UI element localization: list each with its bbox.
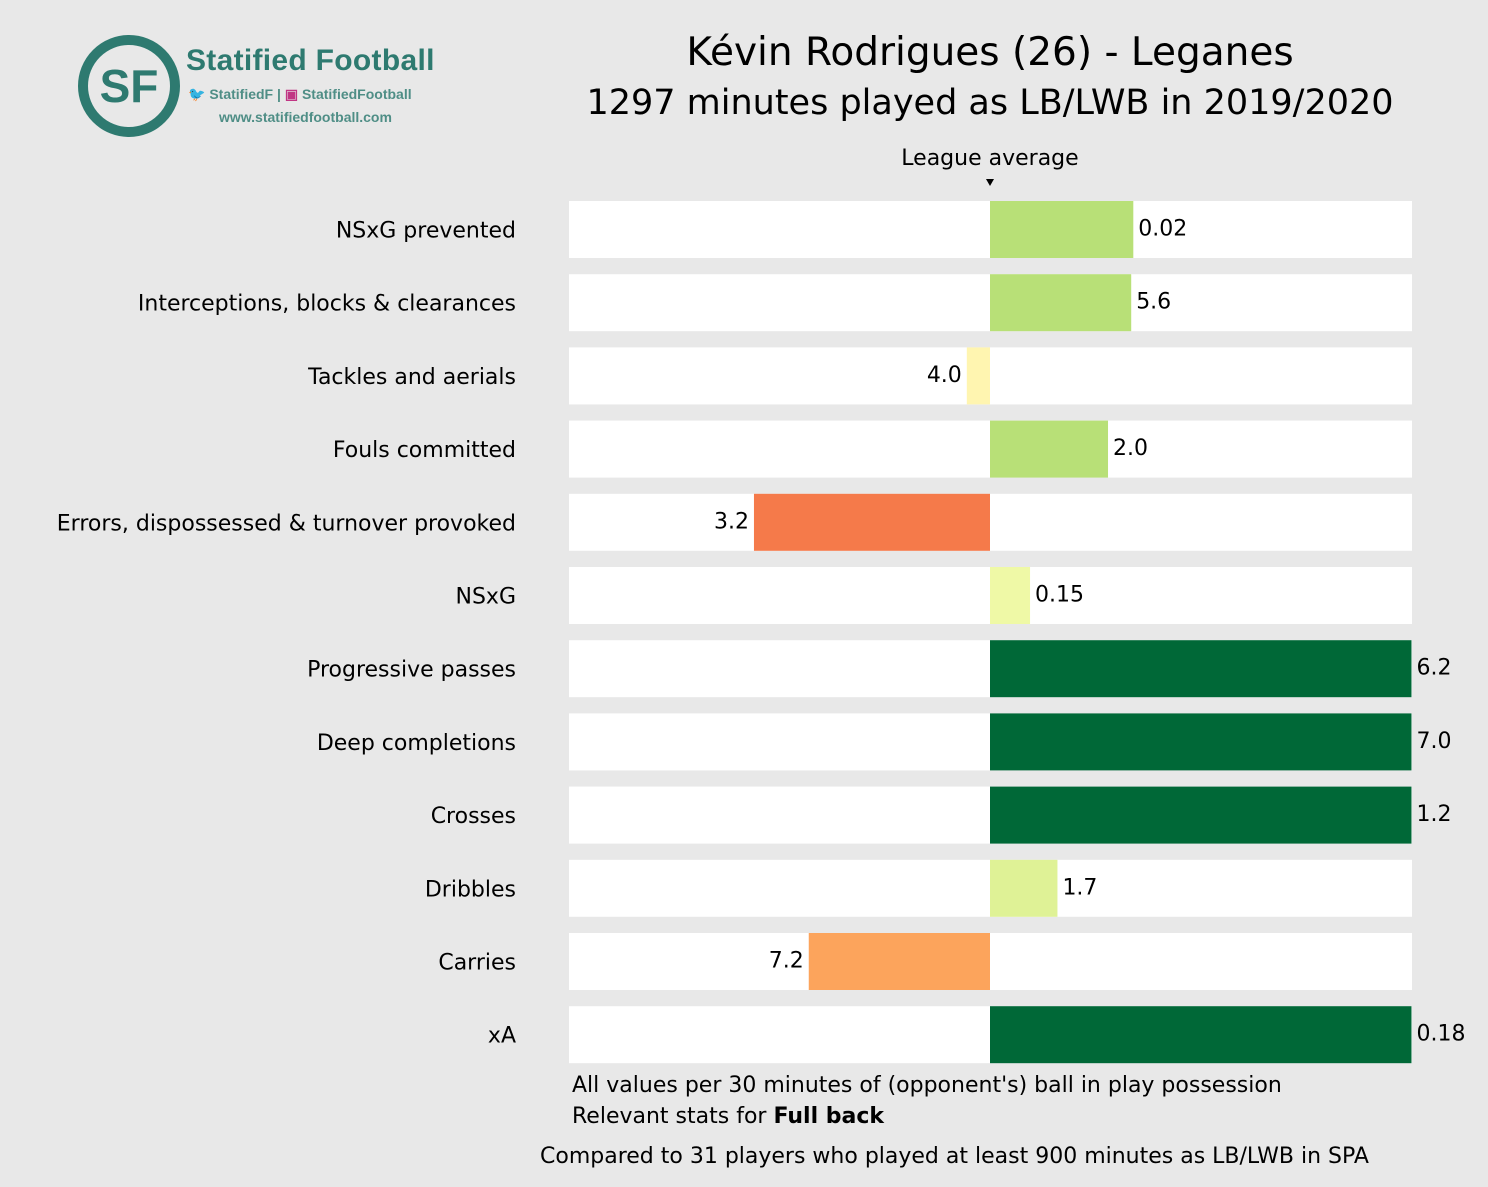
bar	[966, 347, 990, 405]
chart-subtitle: 1297 minutes played as LB/LWB in 2019/20…	[586, 83, 1394, 123]
instagram-handle: StatifiedFootball	[301, 86, 412, 102]
bar	[990, 713, 1412, 771]
bar	[990, 420, 1109, 478]
category-label: NSxG prevented	[336, 219, 516, 244]
baseline-label: League average	[901, 146, 1078, 171]
value-label: 1.7	[1062, 875, 1097, 900]
bar	[808, 933, 990, 990]
social-separator: |	[277, 86, 281, 102]
category-label: Errors, dispossessed & turnover provoked	[57, 511, 516, 536]
footnote-relevant-prefix: Relevant stats for	[572, 1104, 774, 1129]
category-label: NSxG	[456, 585, 517, 610]
bar-track	[569, 493, 1412, 551]
sf-logo-icon: SF	[78, 35, 180, 137]
category-label: Fouls committed	[333, 438, 516, 463]
footnote-position: Full back	[773, 1104, 885, 1129]
category-label: Progressive passes	[307, 658, 516, 683]
bar	[990, 786, 1412, 844]
category-label: xA	[488, 1024, 516, 1049]
chart-title: Kévin Rodrigues (26) - Leganes	[686, 30, 1294, 75]
bar	[990, 1006, 1412, 1064]
bar-track	[569, 347, 1412, 405]
brand-name: Statified Football	[186, 44, 435, 77]
twitter-icon: 🐦	[188, 86, 206, 102]
twitter-handle: StatifiedF	[209, 86, 274, 102]
value-label: 2.0	[1113, 436, 1148, 461]
category-label: Carries	[438, 951, 516, 976]
footnote-relevant-stats: Relevant stats for Full back	[572, 1104, 884, 1129]
value-label: 6.2	[1417, 656, 1452, 681]
value-label: 1.2	[1417, 802, 1452, 827]
category-label: Interceptions, blocks & clearances	[138, 292, 516, 317]
value-label: 7.2	[769, 949, 804, 974]
value-label: 7.0	[1417, 729, 1452, 754]
bar	[753, 493, 990, 551]
value-label: 0.15	[1035, 583, 1084, 608]
bar	[990, 859, 1058, 917]
brand-social: 🐦 StatifiedF | ▣ StatifiedFootball	[188, 86, 412, 103]
category-label: Deep completions	[317, 731, 516, 756]
value-label: 0.02	[1138, 217, 1187, 242]
value-label: 4.0	[927, 363, 962, 388]
bar	[990, 567, 1031, 624]
category-label: Crosses	[431, 804, 516, 829]
baseline-marker-icon	[986, 179, 994, 186]
bar-track	[569, 933, 1412, 990]
value-label: 5.6	[1136, 290, 1171, 315]
footnote-per30: All values per 30 minutes of (opponent's…	[572, 1073, 1282, 1098]
logo-initials: SF	[100, 60, 159, 112]
category-label: Tackles and aerials	[307, 365, 516, 390]
value-label: 0.18	[1417, 1022, 1466, 1047]
bar	[990, 201, 1134, 258]
bar	[990, 640, 1412, 698]
category-label: Dribbles	[425, 877, 516, 902]
brand-url: www.statifiedfootball.com	[219, 109, 392, 125]
value-label: 3.2	[714, 509, 749, 534]
instagram-icon: ▣	[284, 86, 299, 102]
brand-logo: SF	[70, 30, 470, 145]
bar	[990, 274, 1132, 332]
footnote-comparison: Compared to 31 players who played at lea…	[540, 1144, 1369, 1169]
